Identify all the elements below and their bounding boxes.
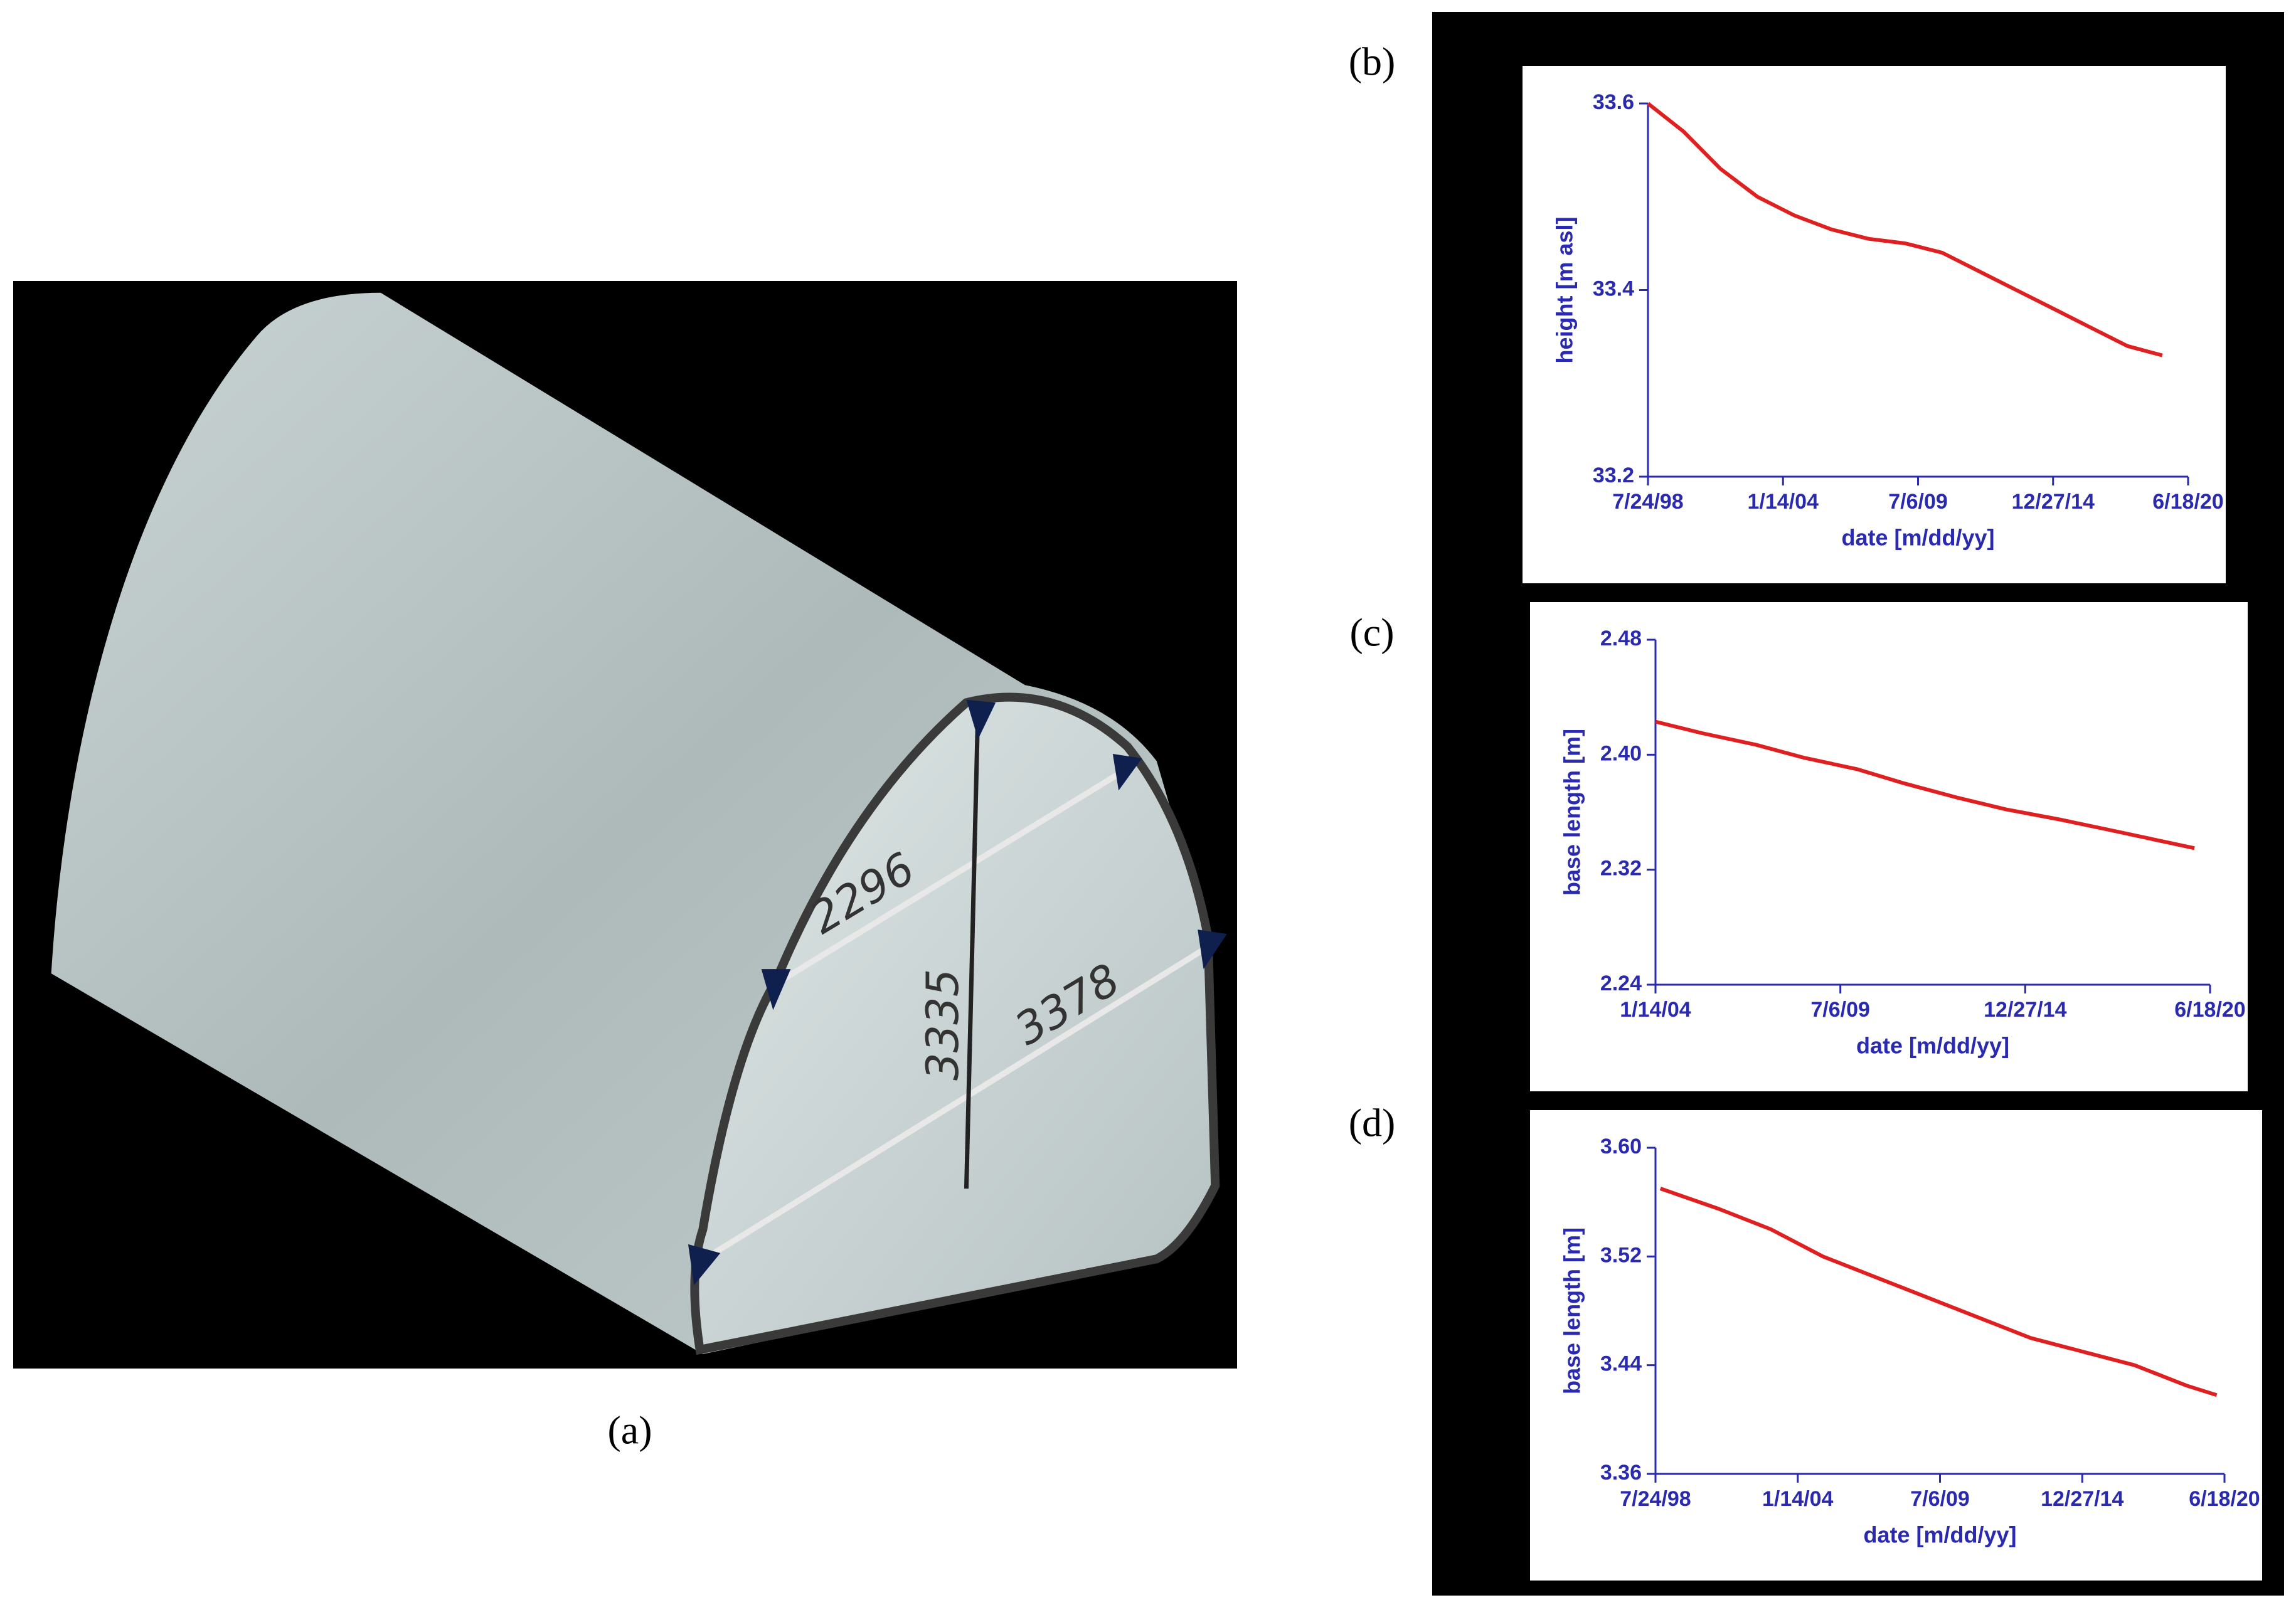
x-tick-label: 12/27/14 bbox=[2012, 490, 2095, 514]
y-tick-label: 3.44 bbox=[1600, 1352, 1642, 1376]
y-tick-label: 33.2 bbox=[1593, 463, 1634, 487]
y-axis-title: height [m asl] bbox=[1552, 216, 1578, 363]
x-tick-label: 1/14/04 bbox=[1762, 1487, 1834, 1511]
x-tick-label: 6/18/20 bbox=[2152, 490, 2223, 514]
x-tick-label: 1/14/04 bbox=[1620, 998, 1691, 1022]
y-tick-label: 3.36 bbox=[1600, 1461, 1642, 1485]
x-tick-label: 7/24/98 bbox=[1620, 1487, 1691, 1511]
x-tick-label: 1/14/04 bbox=[1748, 490, 1819, 514]
dimension-label: 3335 bbox=[917, 969, 969, 1081]
chart-panel bbox=[1530, 602, 2248, 1091]
data-line bbox=[1655, 719, 2195, 850]
y-tick-label: 2.32 bbox=[1600, 857, 1642, 881]
dimension-line bbox=[964, 705, 981, 1189]
x-tick-label: 6/18/20 bbox=[2174, 998, 2245, 1022]
y-tick-label: 3.52 bbox=[1600, 1243, 1642, 1267]
tunnel-model: 2296 3335 3378 bbox=[51, 292, 1227, 1355]
x-axis-title: date [m/dd/yy] bbox=[1856, 1033, 2009, 1059]
x-tick-label: 7/6/09 bbox=[1810, 998, 1870, 1022]
y-tick-label: 2.24 bbox=[1600, 972, 1642, 995]
x-tick-label: 7/24/98 bbox=[1612, 490, 1683, 514]
chart-panel bbox=[1523, 66, 2226, 583]
panel-label: (d) bbox=[1349, 1101, 1396, 1145]
y-tick-label: 2.40 bbox=[1600, 741, 1642, 765]
x-tick-label: 12/27/14 bbox=[2041, 1487, 2123, 1511]
y-tick-label: 33.4 bbox=[1593, 277, 1634, 300]
x-tick-label: 7/6/09 bbox=[1910, 1487, 1970, 1511]
dimension-line bbox=[698, 941, 1214, 1264]
y-tick-label: 2.48 bbox=[1600, 627, 1642, 650]
data-line bbox=[1659, 1187, 2218, 1397]
x-tick-label: 7/6/09 bbox=[1888, 490, 1948, 514]
panel-label: (c) bbox=[1349, 610, 1394, 655]
panel-label: (b) bbox=[1349, 40, 1396, 84]
dimension-line bbox=[774, 766, 1129, 987]
chart-panel bbox=[1530, 1110, 2262, 1581]
data-line bbox=[1647, 102, 2163, 357]
y-axis-title: base length [m] bbox=[1560, 729, 1585, 896]
y-axis-title: base length [m] bbox=[1560, 1227, 1585, 1394]
panel-label: (a) bbox=[607, 1408, 652, 1453]
y-tick-label: 3.60 bbox=[1600, 1135, 1642, 1158]
x-tick-label: 6/18/20 bbox=[2189, 1487, 2260, 1511]
x-tick-label: 12/27/14 bbox=[1984, 998, 2066, 1022]
x-axis-title: date [m/dd/yy] bbox=[1863, 1522, 2016, 1548]
x-axis-title: date [m/dd/yy] bbox=[1841, 525, 1994, 551]
y-tick-label: 33.6 bbox=[1593, 90, 1634, 114]
